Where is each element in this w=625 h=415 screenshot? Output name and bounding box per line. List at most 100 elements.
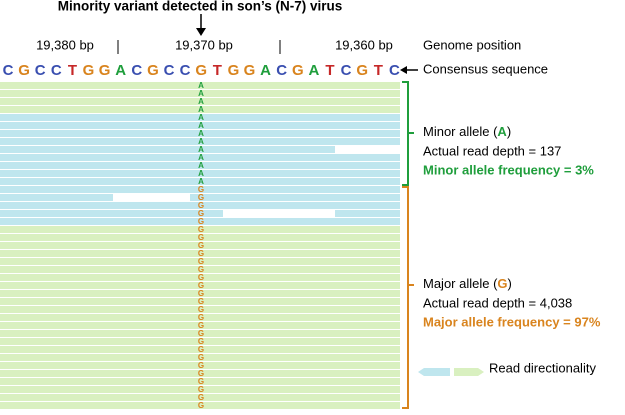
read-base: G xyxy=(198,249,204,258)
read xyxy=(0,258,400,265)
read-gap xyxy=(113,193,190,202)
read-base: G xyxy=(198,273,204,282)
consensus-base: C xyxy=(3,62,14,79)
text: ) xyxy=(507,124,511,139)
consensus-caption: Consensus sequence xyxy=(423,61,548,76)
text: Minor allele ( xyxy=(423,124,498,139)
read-base: G xyxy=(198,337,204,346)
minor-depth: Actual read depth = 137 xyxy=(423,143,561,158)
read-base: A xyxy=(198,153,204,162)
title: Minority variant detected in son’s (N-7)… xyxy=(58,0,343,14)
text: ) xyxy=(508,276,512,291)
consensus-base: G xyxy=(292,62,304,79)
read-base: G xyxy=(198,185,204,194)
axis-caption: Genome position xyxy=(423,37,521,52)
read-base: G xyxy=(198,321,204,330)
read xyxy=(0,202,400,209)
read-base: G xyxy=(198,313,204,322)
read-base: G xyxy=(198,241,204,250)
read-base: G xyxy=(198,393,204,402)
consensus-base: C xyxy=(180,62,191,79)
consensus-base: G xyxy=(18,62,30,79)
read xyxy=(0,370,400,377)
read-base: A xyxy=(198,161,204,170)
read xyxy=(0,290,400,297)
read-base: G xyxy=(198,233,204,242)
consensus-base: A xyxy=(260,62,271,79)
legend-forward xyxy=(454,368,484,376)
text: Major allele ( xyxy=(423,276,498,291)
read xyxy=(0,106,400,113)
read xyxy=(0,346,400,353)
read xyxy=(0,122,400,129)
position-label: 19,370 bp xyxy=(175,37,233,52)
read-base: A xyxy=(198,97,204,106)
legend-label: Read directionality xyxy=(489,360,596,375)
read-base: G xyxy=(198,353,204,362)
read xyxy=(0,378,400,385)
consensus-base: C xyxy=(276,62,287,79)
read-base: A xyxy=(198,129,204,138)
read-base: A xyxy=(198,105,204,114)
consensus-base: G xyxy=(147,62,159,79)
major-depth: Actual read depth = 4,038 xyxy=(423,295,572,310)
read xyxy=(0,98,400,105)
read-base: A xyxy=(198,121,204,130)
read xyxy=(0,218,400,225)
read xyxy=(0,210,400,217)
read xyxy=(0,186,400,193)
read xyxy=(0,282,400,289)
read xyxy=(0,298,400,305)
consensus-base: G xyxy=(83,62,95,79)
read-base: G xyxy=(198,225,204,234)
read-base: G xyxy=(198,305,204,314)
read-base: G xyxy=(198,265,204,274)
read xyxy=(0,130,400,137)
consensus-base: G xyxy=(228,62,240,79)
read-base: G xyxy=(198,193,204,202)
read xyxy=(0,226,400,233)
read-base: A xyxy=(198,89,204,98)
major-frequency: Major allele frequency = 97% xyxy=(423,314,601,329)
read-base: G xyxy=(198,297,204,306)
read-base: A xyxy=(198,145,204,154)
read xyxy=(0,338,400,345)
major-allele-label: Major allele (G) xyxy=(423,276,512,291)
consensus-base: G xyxy=(244,62,256,79)
consensus-base: T xyxy=(68,62,77,79)
read xyxy=(0,266,400,273)
read xyxy=(0,386,400,393)
minor-bracket xyxy=(402,81,414,186)
read xyxy=(0,146,400,153)
read xyxy=(0,242,400,249)
read xyxy=(0,90,400,97)
read xyxy=(0,362,400,369)
allele: A xyxy=(497,124,507,139)
read-base: G xyxy=(198,345,204,354)
allele: G xyxy=(497,276,507,291)
read-base: A xyxy=(198,177,204,186)
read xyxy=(0,250,400,257)
read xyxy=(0,274,400,281)
consensus-base: C xyxy=(35,62,46,79)
read-base: G xyxy=(198,281,204,290)
consensus-base: G xyxy=(99,62,111,79)
read-base: G xyxy=(198,209,204,218)
consensus-base: G xyxy=(356,62,368,79)
read xyxy=(0,170,400,177)
consensus-base: C xyxy=(389,62,400,79)
consensus-base: T xyxy=(213,62,222,79)
consensus-base: T xyxy=(374,62,383,79)
read xyxy=(0,154,400,161)
read xyxy=(0,162,400,169)
read xyxy=(0,402,400,409)
read-gap xyxy=(335,145,400,154)
read-base: A xyxy=(198,81,204,90)
read-base: G xyxy=(198,369,204,378)
read xyxy=(0,354,400,361)
read xyxy=(0,330,400,337)
consensus-base: C xyxy=(51,62,62,79)
consensus-base: G xyxy=(195,62,207,79)
consensus-base: A xyxy=(308,62,319,79)
